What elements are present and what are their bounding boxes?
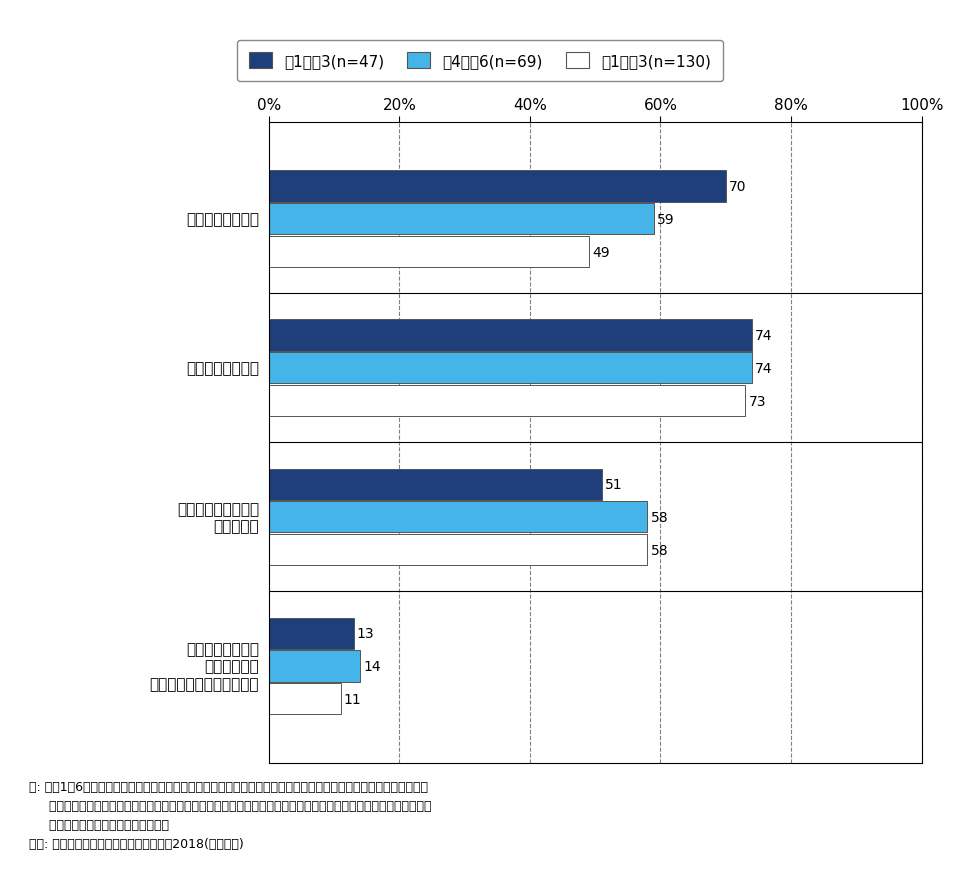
Text: 74: 74 xyxy=(756,329,773,343)
Text: 73: 73 xyxy=(749,394,766,408)
Text: 70: 70 xyxy=(729,180,747,194)
Text: 注: 関東1都6県在住のスマホを利用する小中学生の保護者が回答。「もしお子さまがスマホ・ケータイ利用の親子間
     ルールを破ったらどうしますか。当てはまる: 注: 関東1都6県在住のスマホを利用する小中学生の保護者が回答。「もしお子さまが… xyxy=(29,781,431,851)
Text: 59: 59 xyxy=(658,212,675,226)
Text: 14: 14 xyxy=(364,660,381,674)
Bar xyxy=(269,204,654,235)
Legend: 小1～小3(n=47), 小4～小6(n=69), 中1～中3(n=130): 小1～小3(n=47), 小4～小6(n=69), 中1～中3(n=130) xyxy=(237,41,723,82)
Bar xyxy=(269,534,647,566)
Bar xyxy=(269,171,726,203)
Bar xyxy=(269,683,341,715)
Text: 58: 58 xyxy=(651,510,668,524)
Text: 49: 49 xyxy=(592,246,610,260)
Text: 11: 11 xyxy=(344,692,362,706)
Bar xyxy=(269,502,647,533)
Bar xyxy=(269,651,360,681)
Bar xyxy=(269,386,745,417)
Bar xyxy=(269,353,752,384)
Text: 58: 58 xyxy=(651,543,668,557)
Text: 51: 51 xyxy=(605,478,623,492)
Text: 74: 74 xyxy=(756,361,773,375)
Bar xyxy=(269,237,588,267)
Bar xyxy=(269,320,752,352)
Text: 13: 13 xyxy=(357,626,374,640)
Bar xyxy=(269,469,602,500)
Bar xyxy=(269,618,353,649)
